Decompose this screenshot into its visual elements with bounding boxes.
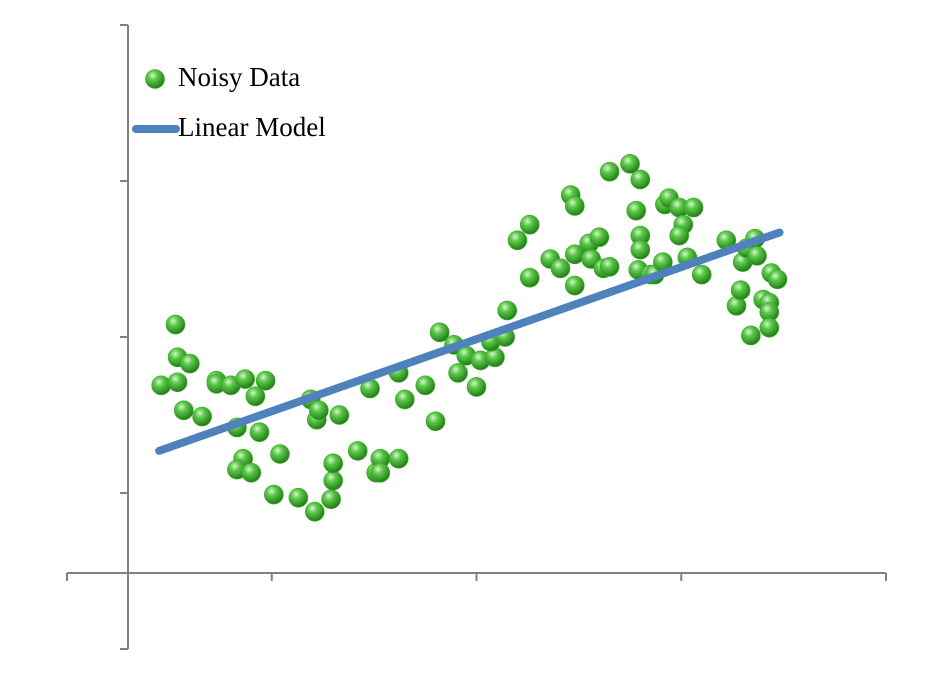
data-point <box>241 462 262 483</box>
data-point <box>626 200 647 221</box>
data-point <box>589 227 610 247</box>
data-point <box>669 225 690 246</box>
data-point <box>395 389 415 410</box>
data-point <box>519 267 540 288</box>
data-point <box>192 406 212 427</box>
data-point <box>620 154 640 174</box>
data-point <box>448 363 468 383</box>
data-point <box>507 230 528 251</box>
data-point <box>270 444 290 464</box>
model-line <box>155 228 784 455</box>
data-point <box>564 196 585 216</box>
data-point <box>165 314 186 335</box>
data-point <box>497 300 518 321</box>
data-point <box>263 484 284 505</box>
data-point <box>321 489 341 510</box>
data-point <box>599 256 620 277</box>
data-point <box>245 386 266 407</box>
data-point <box>730 280 751 301</box>
data-point <box>151 375 171 396</box>
data-point <box>466 377 487 397</box>
data-point <box>599 161 620 182</box>
data-point <box>759 317 780 338</box>
data-point <box>683 197 704 218</box>
data-point <box>173 400 194 421</box>
data-point <box>741 325 761 346</box>
data-point <box>329 405 350 425</box>
data-point <box>767 269 788 290</box>
data-point <box>388 448 409 469</box>
data-point <box>425 411 446 432</box>
data-point <box>550 258 571 279</box>
data-point <box>519 214 540 235</box>
data-point <box>323 470 343 491</box>
data-point <box>429 322 450 343</box>
data-point <box>304 501 325 522</box>
data-point <box>564 275 585 296</box>
data-point <box>691 264 712 285</box>
legend-label: Linear Model <box>178 112 326 142</box>
legend-label: Noisy Data <box>178 62 300 92</box>
data-point <box>249 422 270 442</box>
data-point <box>415 375 436 396</box>
legend-marker <box>145 69 165 89</box>
data-point <box>235 369 255 389</box>
data-point <box>630 169 651 190</box>
data-point <box>180 353 200 374</box>
data-point <box>347 441 368 461</box>
data-point <box>323 453 343 474</box>
data-point <box>309 400 329 421</box>
data-point <box>370 462 391 483</box>
data-point <box>167 372 188 393</box>
data-point <box>630 239 651 260</box>
data-point <box>288 487 309 508</box>
data-point <box>255 370 276 391</box>
data-point <box>747 246 767 266</box>
